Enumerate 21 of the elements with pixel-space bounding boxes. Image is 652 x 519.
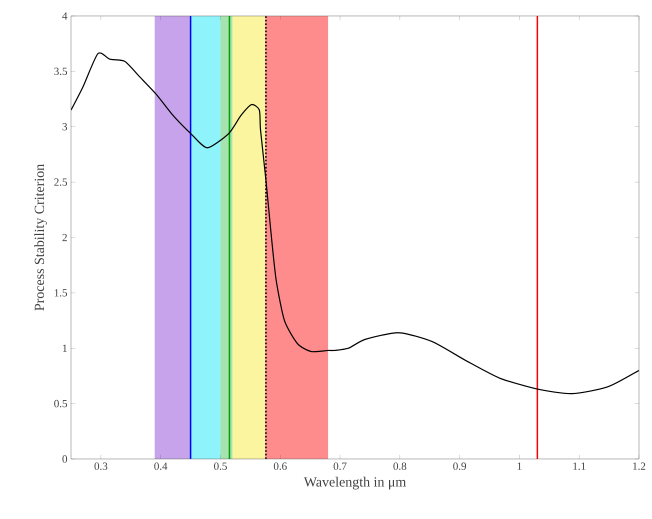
x-tick-label: 0.9 <box>453 462 466 470</box>
x-tick-label: 0.8 <box>393 462 406 470</box>
x-tick-label: 1.1 <box>573 462 586 470</box>
x-tick-label: 0.4 <box>154 462 168 470</box>
x-tick-label: 0.6 <box>274 462 287 470</box>
y-axis-title: Process Stability Criterion <box>34 164 47 311</box>
y-tick-label: 0.5 <box>54 400 68 408</box>
x-tick-label: 0.7 <box>334 462 347 470</box>
y-tick-label: 3.5 <box>54 68 68 76</box>
y-tick-label: 4 <box>62 12 68 20</box>
y-tick-label: 2 <box>62 234 67 242</box>
x-axis-title: Wavelength in μm <box>304 476 406 490</box>
y-tick-label: 2.5 <box>54 178 68 186</box>
y-tick-label: 1 <box>62 344 67 352</box>
y-tick-label: 0 <box>62 455 68 463</box>
x-tick-label: 0.3 <box>94 462 108 470</box>
y-tick-label: 1.5 <box>54 289 68 297</box>
x-tick-label: 0.5 <box>214 462 227 470</box>
y-tick-label: 3 <box>62 123 68 130</box>
x-tick-label: 1.2 <box>633 462 646 470</box>
x-tick-label: 1 <box>518 462 522 470</box>
